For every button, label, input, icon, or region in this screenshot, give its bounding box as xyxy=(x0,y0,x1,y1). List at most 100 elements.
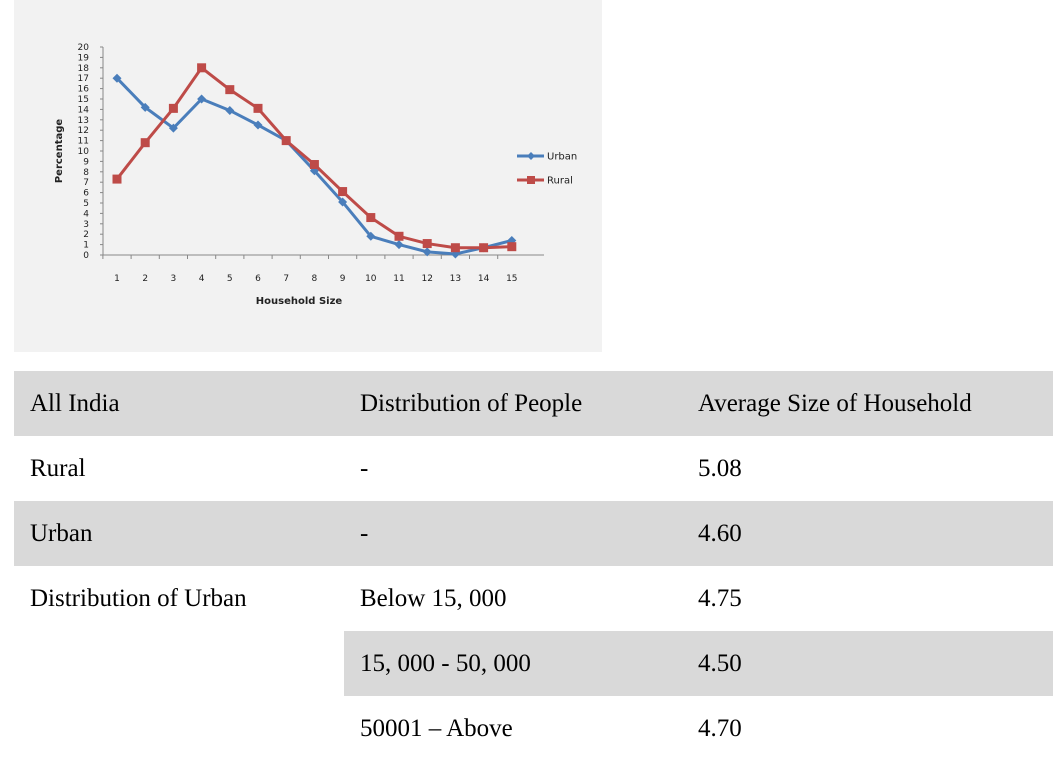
urban-data-point xyxy=(394,240,404,250)
rural-data-point xyxy=(309,160,319,170)
table-row: 50001 – Above 4.70 xyxy=(14,696,1053,761)
x-tick-label: 10 xyxy=(365,274,377,284)
table-row: Rural - 5.08 xyxy=(14,436,1053,501)
x-tick-label: 7 xyxy=(283,274,289,284)
x-tick-label: 9 xyxy=(340,274,346,284)
urban-data-point xyxy=(112,73,122,83)
rural-data-point xyxy=(281,136,291,146)
urban-data-point xyxy=(140,102,150,112)
x-axis-title: Household Size xyxy=(256,296,343,307)
x-tick-label: 1 xyxy=(114,274,120,284)
table-cell xyxy=(14,631,344,696)
rural-data-point xyxy=(253,103,263,113)
table-cell: Rural xyxy=(14,436,344,501)
rural-series-line xyxy=(115,65,512,250)
table-cell: - xyxy=(344,501,682,566)
y-axis-title: Percentage xyxy=(54,119,65,184)
y-tick-label: 17 xyxy=(78,74,89,84)
y-tick-label: 3 xyxy=(83,220,89,230)
urban-data-point xyxy=(253,120,263,130)
y-tick-label: 5 xyxy=(83,199,89,209)
table-cell: 4.60 xyxy=(682,501,1053,566)
urban-data-point xyxy=(197,94,207,104)
y-tick-label: 16 xyxy=(78,85,90,95)
x-tick-label: 14 xyxy=(478,274,490,284)
y-tick-label: 11 xyxy=(78,137,89,147)
household-size-table: All India Distribution of People Average… xyxy=(14,371,1053,761)
rural-data-point xyxy=(366,213,376,223)
y-tick-label: 10 xyxy=(78,147,90,157)
chart-legend: Urban Rural xyxy=(517,152,577,187)
y-tick-label: 15 xyxy=(78,95,89,105)
table-header-row: All India Distribution of People Average… xyxy=(14,371,1053,436)
y-tick-label: 14 xyxy=(78,105,90,115)
table-cell: Urban xyxy=(14,501,344,566)
table-row: 15, 000 - 50, 000 4.50 xyxy=(14,631,1053,696)
x-tick-labels: 1 2 3 4 5 6 7 8 9 10 11 12 13 14 15 xyxy=(102,255,518,284)
table-cell: 5.08 xyxy=(682,436,1053,501)
table-row: Distribution of Urban Below 15, 000 4.75 xyxy=(14,566,1053,631)
y-tick-label: 18 xyxy=(78,64,90,74)
table-cell xyxy=(14,696,344,761)
y-tick-label: 4 xyxy=(83,209,89,219)
table-row: Urban - 4.60 xyxy=(14,501,1053,566)
x-tick-label: 13 xyxy=(450,274,461,284)
urban-data-point xyxy=(225,105,235,115)
y-tick-label: 8 xyxy=(83,168,89,178)
y-tick-label: 2 xyxy=(83,230,89,240)
rural-data-point xyxy=(394,231,404,241)
x-tick-label: 8 xyxy=(312,274,318,284)
x-tick-label: 12 xyxy=(421,274,432,284)
y-tick-label: 19 xyxy=(78,53,90,63)
rural-data-point xyxy=(168,103,178,113)
urban-data-point xyxy=(422,247,432,257)
table-header-cell: All India xyxy=(30,389,120,417)
x-tick-label: 2 xyxy=(142,274,148,284)
x-tick-label: 15 xyxy=(506,274,517,284)
table-header-cell: Distribution of People xyxy=(360,389,583,417)
urban-legend-label: Urban xyxy=(547,152,577,163)
rural-data-point xyxy=(112,174,122,184)
chart-axes xyxy=(102,47,544,256)
rural-data-point xyxy=(450,243,460,253)
urban-data-point xyxy=(168,123,178,133)
rural-legend-label: Rural xyxy=(547,176,573,187)
rural-data-point xyxy=(422,239,432,249)
x-tick-label: 6 xyxy=(255,274,261,284)
rural-data-point xyxy=(507,242,517,252)
chart-series xyxy=(112,63,517,259)
urban-data-point xyxy=(338,197,348,207)
rural-legend-marker xyxy=(527,176,535,184)
table-cell: - xyxy=(344,436,682,501)
table-cell: Distribution of Urban xyxy=(14,566,344,631)
y-tick-label: 9 xyxy=(83,157,89,167)
x-tick-label: 4 xyxy=(199,274,205,284)
rural-data-point xyxy=(140,138,150,148)
table-cell: 50001 – Above xyxy=(344,696,682,761)
y-tick-label: 20 xyxy=(78,43,90,53)
urban-legend-marker xyxy=(527,152,535,160)
table-cell: Below 15, 000 xyxy=(344,566,682,631)
y-tick-label: 6 xyxy=(83,189,89,199)
x-tick-label: 11 xyxy=(393,274,404,284)
rural-data-point xyxy=(197,63,207,73)
table-cell: 4.50 xyxy=(682,631,1053,696)
y-tick-label: 7 xyxy=(83,178,89,188)
table-cell: 4.70 xyxy=(682,696,1053,761)
y-tick-label: 12 xyxy=(78,126,89,136)
y-tick-label: 13 xyxy=(78,116,89,126)
table-header-cell: Average Size of Household xyxy=(698,389,972,417)
x-tick-label: 5 xyxy=(227,274,233,284)
x-tick-label: 3 xyxy=(171,274,177,284)
y-tick-label: 1 xyxy=(83,241,89,251)
rural-data-point xyxy=(479,243,489,253)
table-cell: 4.75 xyxy=(682,566,1053,631)
urban-data-point xyxy=(366,231,376,241)
table-cell: 15, 000 - 50, 000 xyxy=(344,631,682,696)
y-tick-label: 0 xyxy=(83,251,89,261)
rural-data-point xyxy=(338,187,348,197)
rural-data-point xyxy=(225,85,235,95)
